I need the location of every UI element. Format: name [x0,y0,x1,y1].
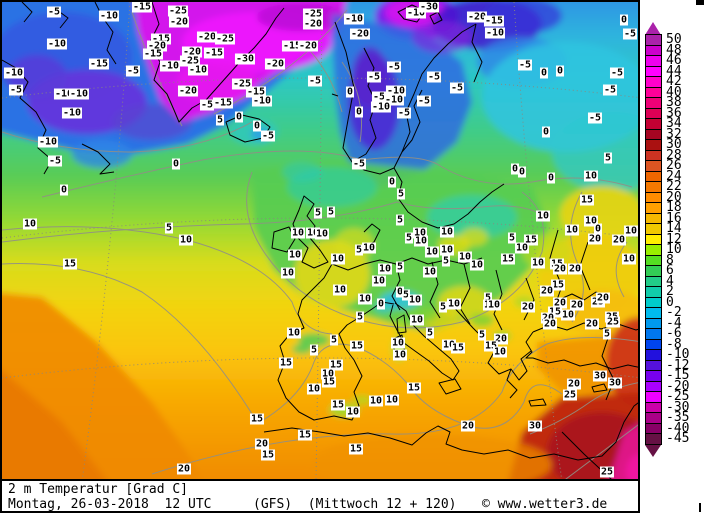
scale-value: 26 [666,158,682,173]
run-datetime: Montag, 26-03-2018 12 UTC [8,497,212,512]
scale-row: 32 [645,126,703,142]
scale-value: -45 [666,431,690,446]
scale-value: 6 [666,263,674,278]
scale-value: -25 [666,389,690,404]
scale-value: 0 [666,294,674,310]
temperature-color-scale: 50 48 46 44 42 40 38 36 34 32 30 28 26 24 22 20 18 16 14 12… [645,22,703,457]
scale-value: 4 [666,273,674,289]
scale-value: -15 [666,368,690,383]
temperature-field [2,2,638,479]
scale-arrow-up-icon [645,22,661,35]
scale-value: 46 [666,53,682,68]
scale-value: 42 [666,74,682,89]
scale-value: 14 [666,221,682,236]
scale-value: -6 [666,326,682,341]
scale-rows: 50 48 46 44 42 40 38 36 34 32 30 28 26 24 22 20 18 16 14 12… [645,32,703,446]
scale-value: 28 [666,147,682,163]
scale-row: -25 [645,389,703,404]
scale-arrow-down-icon [645,444,661,457]
scale-value: -20 [666,378,690,394]
scale-value: 48 [666,42,682,58]
scale-value: -12 [666,357,690,373]
scale-value: 30 [666,137,682,152]
scale-row: -6 [645,326,703,341]
scale-value: 44 [666,63,682,79]
scale-value: 10 [666,242,682,257]
scale-value: 2 [666,284,674,299]
map-title: 2 m Temperatur [Grad C] [8,482,189,497]
scale-value: 38 [666,95,682,110]
screen-artifact [699,503,701,512]
scale-value: 18 [666,200,682,215]
scale-value: 20 [666,189,682,205]
map-canvas [2,2,638,479]
scale-value: -8 [666,336,682,352]
scale-value: -2 [666,305,682,320]
scale-value: 50 [666,32,682,47]
scale-value: -40 [666,420,690,436]
scale-row: 40 [645,84,703,100]
scale-value: 34 [666,116,682,131]
scale-row: 14 [645,221,703,236]
scale-value: 40 [666,84,682,100]
caption-box: 2 m Temperatur [Grad C] Montag, 26-03-20… [0,479,640,513]
copyright: © www.wetter3.de [482,497,608,512]
scale-value: -4 [666,315,682,331]
scale-row: -45 [645,431,703,446]
scale-value: 8 [666,252,674,268]
scale-value: 16 [666,210,682,226]
scale-row: -10 [645,347,703,362]
scale-value: -30 [666,399,690,415]
scale-value: 32 [666,126,682,142]
screen-artifact [696,0,704,5]
scale-value: 24 [666,168,682,184]
scale-color-box [645,433,662,445]
scale-value: 22 [666,179,682,194]
scale-value: -10 [666,347,690,362]
scale-value: 36 [666,105,682,121]
scale-value: -35 [666,410,690,425]
scale-value: 12 [666,231,682,247]
temperature-map: -5 -10 -15 -25 -20 -25 -20 -10 -15 -20 -15 -20 -25 -1… [0,0,640,481]
model-and-valid-time: (GFS) (Mittwoch 12 + 120) [253,497,457,512]
